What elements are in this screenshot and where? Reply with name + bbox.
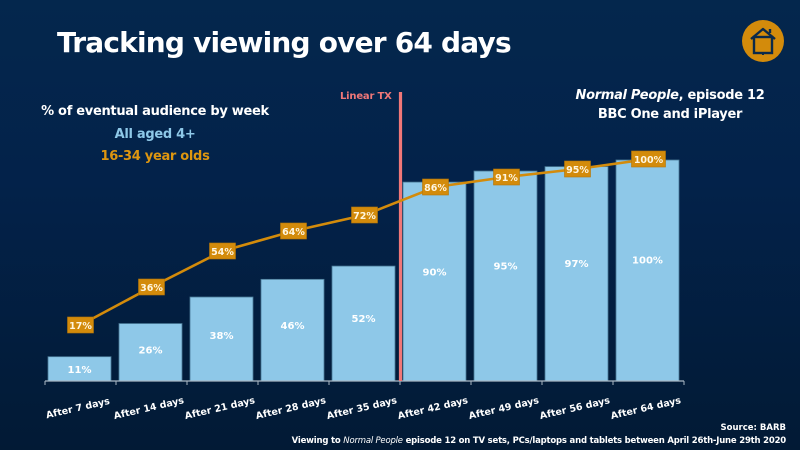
legend: % of eventual audience by week All aged …: [40, 104, 270, 164]
bar-value-label: 52%: [352, 314, 376, 325]
line-value-label: 100%: [634, 155, 664, 166]
x-tick-label: After 56 days: [539, 395, 612, 422]
line-value-label: 54%: [211, 247, 234, 258]
x-tick-label: After 42 days: [397, 395, 470, 422]
line-value-label: 36%: [140, 283, 163, 294]
bar-value-label: 38%: [210, 331, 234, 342]
bar-all-aged: [118, 323, 183, 382]
line-value-label: 95%: [566, 165, 589, 176]
bar-value-label: 90%: [423, 268, 447, 279]
line-point-marker: [422, 178, 449, 196]
programme-channel: BBC One and iPlayer: [597, 107, 743, 122]
legend-heading: % of eventual audience by week: [41, 104, 269, 119]
bar-all-aged: [331, 265, 396, 382]
x-tick-label: After 21 days: [184, 395, 257, 422]
house-tv-icon: [742, 20, 784, 62]
linear-tx-label: Linear TX: [340, 91, 392, 102]
bar-value-label: 95%: [494, 262, 518, 273]
line-value-label: 17%: [69, 321, 92, 332]
bar-all-aged: [615, 159, 680, 382]
bar-value-label: 46%: [281, 321, 305, 332]
bar-value-label: 100%: [632, 255, 663, 266]
line-value-label: 64%: [282, 227, 305, 238]
line-value-label: 86%: [424, 183, 447, 194]
line-value-label: 72%: [353, 211, 376, 222]
line-point-marker: [493, 168, 520, 186]
x-tick-label: After 35 days: [326, 395, 399, 422]
x-tick-label: After 49 days: [468, 395, 541, 422]
programme-episode: , episode 12: [678, 88, 765, 103]
footnote-suffix: episode 12 on TV sets, PCs/laptops and t…: [402, 436, 787, 446]
footnote-prefix: Viewing to: [291, 436, 344, 446]
programme-title: Normal People: [575, 88, 679, 103]
bar-value-label: 26%: [139, 345, 163, 356]
x-tick-label: After 64 days: [610, 395, 683, 422]
programme-info: Normal People, episode 12 BBC One and iP…: [570, 86, 770, 124]
line-point-marker: [138, 278, 165, 296]
line-value-label: 91%: [495, 173, 518, 184]
bar-all-aged: [260, 278, 325, 382]
legend-item-all-aged: All aged 4+: [114, 127, 196, 142]
bar-all-aged: [402, 181, 467, 382]
line-point-marker: [280, 222, 307, 240]
line-point-marker: [351, 206, 378, 224]
bar-all-aged: [473, 170, 538, 382]
line-point-marker: [67, 316, 94, 334]
x-tick-label: After 28 days: [255, 395, 328, 422]
source-note: Source: BARB: [720, 423, 786, 433]
chart-title: Tracking viewing over 64 days: [57, 26, 512, 59]
bar-all-aged: [189, 296, 254, 382]
footnote: Viewing to Normal People episode 12 on T…: [291, 436, 787, 446]
legend-item-16-34: 16-34 year olds: [100, 149, 210, 164]
line-point-marker: [631, 150, 666, 168]
x-tick-label: After 7 days: [45, 396, 111, 421]
footnote-title: Normal People: [343, 436, 403, 446]
line-point-marker: [564, 160, 591, 178]
bar-all-aged: [544, 166, 609, 382]
bar-value-label: 97%: [565, 259, 589, 270]
linear-tx-line: [398, 92, 403, 381]
bar-value-label: 11%: [68, 365, 92, 376]
x-tick-label: After 14 days: [113, 395, 186, 422]
line-point-marker: [209, 242, 236, 260]
